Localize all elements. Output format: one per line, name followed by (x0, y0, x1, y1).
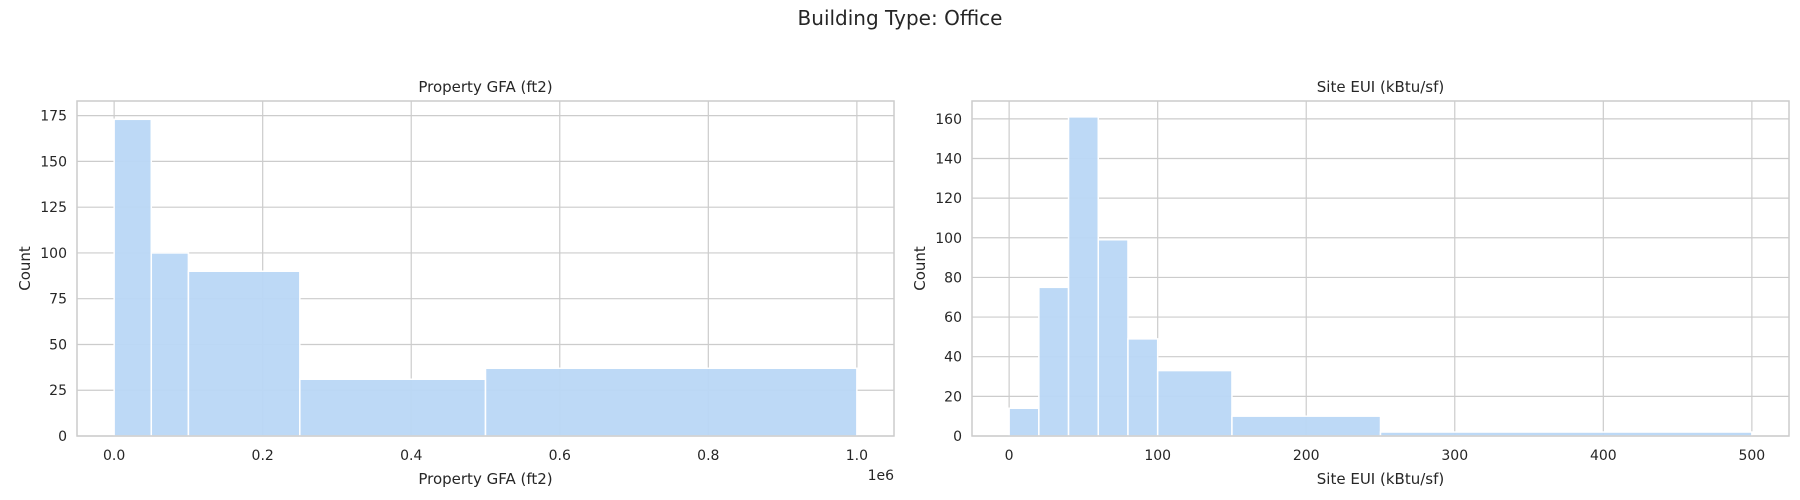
histogram-bar (1038, 286, 1070, 437)
y-tick-label: 100 (40, 246, 67, 262)
histogram-bar (1127, 338, 1159, 437)
axes-frame (971, 100, 1790, 437)
histogram-bar (1156, 369, 1233, 437)
y-tick-label: 150 (40, 154, 67, 170)
x-tick-label: 0.2 (252, 448, 274, 464)
histogram-bar (1231, 415, 1382, 437)
y-tick-label: 75 (49, 292, 67, 308)
x-tick-label: 500 (1738, 448, 1765, 464)
histogram-bar (1097, 239, 1129, 437)
x-tick-label: 200 (1293, 448, 1320, 464)
x-tick-label: 0.0 (103, 448, 125, 464)
y-tick-label: 60 (944, 310, 962, 326)
histogram-bar (1067, 116, 1100, 437)
x-tick-label: 100 (1144, 448, 1171, 464)
histogram-bar (1008, 407, 1040, 437)
y-tick-label: 0 (58, 429, 67, 445)
y-tick-label: 125 (40, 200, 67, 216)
x-axis-label: Site EUI (kBtu/sf) (1317, 470, 1444, 488)
histogram-bar (150, 252, 190, 437)
histogram-bar (299, 378, 487, 437)
y-tick-label: 140 (935, 151, 962, 167)
y-tick-label: 50 (49, 337, 67, 353)
x-axis-offset-label: 1e6 (868, 468, 895, 484)
y-tick-label: 160 (935, 112, 962, 128)
x-tick-label: 0.8 (697, 448, 719, 464)
y-tick-label: 175 (40, 109, 67, 125)
chart-title: Site EUI (kBtu/sf) (1317, 78, 1444, 96)
y-tick-label: 120 (935, 191, 962, 207)
x-tick-label: 1.0 (846, 448, 868, 464)
histogram-bar (113, 118, 153, 437)
chart-panel-1: 0.0 0.2 0.4 0.6 0.8 1.0 0 25 50 75 100 125 150 175 Pro… (16, 78, 895, 488)
figure-suptitle: Building Type: Office (797, 6, 1003, 30)
y-axis-label: Count (16, 246, 34, 291)
histogram-bar (187, 270, 301, 437)
x-tick-label: 0.4 (400, 448, 422, 464)
y-tick-label: 100 (935, 231, 962, 247)
x-axis-label: Property GFA (ft2) (418, 470, 552, 488)
y-tick-label: 0 (953, 429, 962, 445)
x-tick-label: 0 (1005, 448, 1014, 464)
y-tick-label: 20 (944, 389, 962, 405)
axes-frame (76, 100, 895, 437)
x-tick-label: 300 (1441, 448, 1468, 464)
y-tick-label: 25 (49, 383, 67, 399)
y-axis-label: Count (911, 246, 929, 291)
y-tick-label: 80 (944, 270, 962, 286)
x-tick-label: 0.6 (549, 448, 571, 464)
chart-panel-2: 0 100 200 300 400 500 0 20 40 60 80 100 120 140 160 Sit… (911, 78, 1790, 488)
y-tick-label: 40 (944, 350, 962, 366)
chart-title: Property GFA (ft2) (418, 78, 552, 96)
x-tick-label: 400 (1590, 448, 1617, 464)
histogram-bar (484, 367, 858, 437)
